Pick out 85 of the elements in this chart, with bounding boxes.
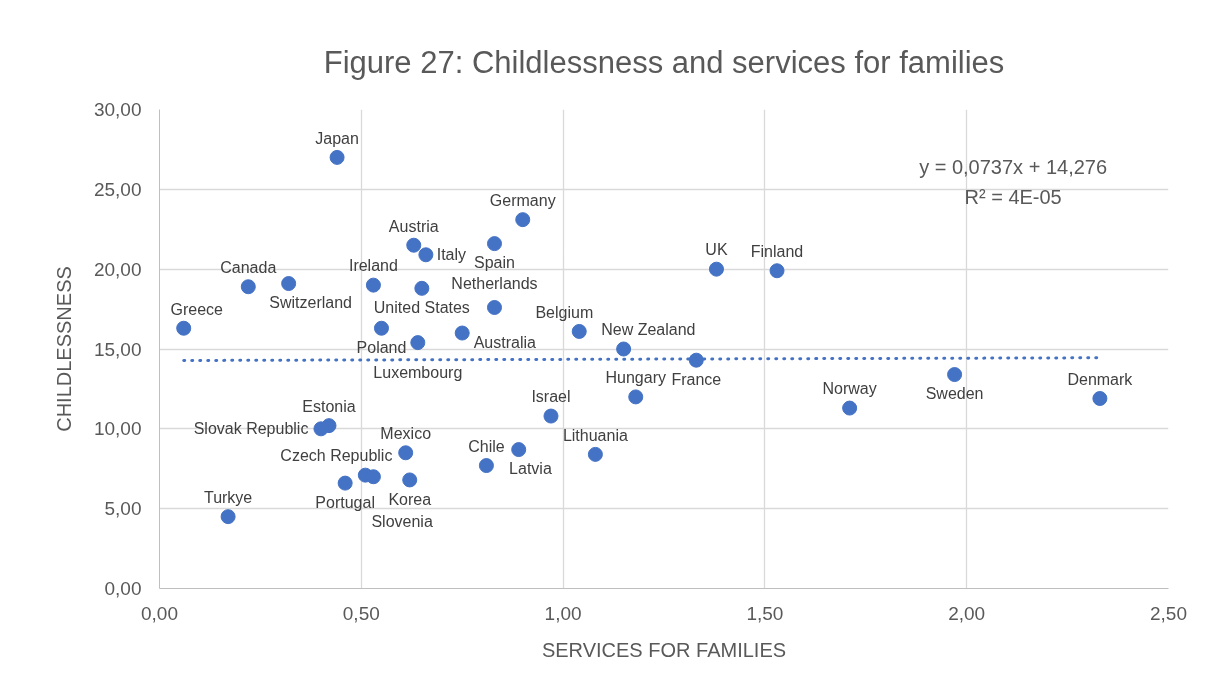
- point: [398, 445, 414, 461]
- y-tick-label: 10,00: [93, 418, 142, 440]
- y-tick-label: 25,00: [93, 178, 142, 200]
- data-label: Canada: [220, 259, 277, 277]
- point: [337, 475, 353, 491]
- point: [406, 237, 422, 253]
- data-label: New Zealand: [601, 321, 696, 339]
- point: [478, 458, 494, 474]
- y-tick-label: 20,00: [93, 258, 142, 280]
- point: [220, 509, 236, 525]
- y-tick-label: 0,00: [104, 578, 142, 599]
- y-tick-label: 15,00: [93, 338, 142, 360]
- data-label: Luxembourg: [373, 364, 463, 382]
- data-label: Latvia: [509, 460, 552, 478]
- point: [176, 320, 192, 336]
- data-label: Lithuania: [562, 426, 628, 444]
- data-label: Chile: [468, 437, 505, 455]
- data-label: Denmark: [1067, 370, 1134, 388]
- chart-title: Figure 27: Childlessness and services for families: [323, 44, 1005, 80]
- point: [365, 277, 381, 293]
- point: [373, 320, 389, 336]
- point: [240, 279, 256, 295]
- data-label: Greece: [170, 300, 224, 318]
- data-label: Netherlands: [451, 274, 538, 292]
- data-label: Sweden: [925, 385, 984, 403]
- x-tick-label: 1,50: [746, 602, 784, 624]
- y-tick-label: 5,00: [104, 498, 142, 520]
- point: [616, 341, 632, 357]
- data-label: Belgium: [535, 303, 594, 321]
- point: [571, 323, 587, 339]
- y-axis-title: CHILDLESSNESS: [52, 266, 75, 432]
- data-label: Japan: [315, 129, 359, 147]
- point: [1092, 391, 1108, 406]
- point: [486, 300, 502, 315]
- point: [708, 261, 724, 277]
- data-label: Australia: [473, 333, 536, 351]
- data-label: Austria: [388, 217, 439, 235]
- point: [454, 325, 470, 341]
- point: [543, 408, 559, 424]
- point: [511, 442, 527, 458]
- x-tick-label: 1,00: [544, 602, 582, 624]
- point: [688, 352, 704, 368]
- data-label: Portugal: [315, 493, 375, 511]
- data-label: Norway: [822, 380, 877, 398]
- point: [281, 276, 297, 292]
- annotation: R² = 4E-05: [964, 185, 1062, 208]
- data-label: Ireland: [348, 257, 398, 275]
- point: [486, 236, 502, 252]
- point: [587, 446, 603, 462]
- x-tick-label: 2,00: [948, 602, 986, 624]
- data-label: Israel: [531, 388, 571, 406]
- data-label: Czech Republic: [280, 447, 393, 465]
- data-label: United States: [373, 299, 470, 317]
- y-tick-label: 30,00: [93, 99, 142, 120]
- point: [947, 367, 963, 383]
- x-tick-label: 2,50: [1150, 602, 1187, 624]
- point: [769, 263, 785, 279]
- data-label: Italy: [436, 246, 467, 264]
- data-label: Turkye: [203, 488, 253, 506]
- point: [329, 149, 345, 165]
- data-label: Korea: [388, 490, 432, 508]
- point: [402, 472, 418, 488]
- data-label: Estonia: [302, 397, 356, 415]
- x-tick-label: 0,50: [342, 602, 380, 624]
- point: [515, 212, 531, 228]
- data-label: Finland: [750, 243, 804, 261]
- data-label: UK: [705, 241, 728, 259]
- data-label: Poland: [356, 338, 407, 356]
- data-label: Hungary: [605, 369, 666, 387]
- data-label: France: [671, 370, 722, 388]
- point: [414, 280, 430, 296]
- data-label: Slovenia: [371, 513, 433, 531]
- x-axis-title: SERVICES FOR FAMILIES: [541, 638, 787, 661]
- data-label: Mexico: [380, 425, 432, 443]
- data-label: Switzerland: [269, 294, 352, 312]
- point: [418, 247, 434, 263]
- point: [842, 400, 858, 416]
- data-label: Germany: [489, 191, 556, 209]
- x-tick-label: 0,00: [141, 602, 178, 624]
- point: [321, 418, 337, 434]
- data-label: Spain: [474, 254, 515, 272]
- point: [410, 335, 426, 351]
- annotation: y = 0,0737x + 14,276: [919, 155, 1108, 178]
- point: [628, 389, 644, 405]
- data-label: Slovak Republic: [193, 420, 309, 438]
